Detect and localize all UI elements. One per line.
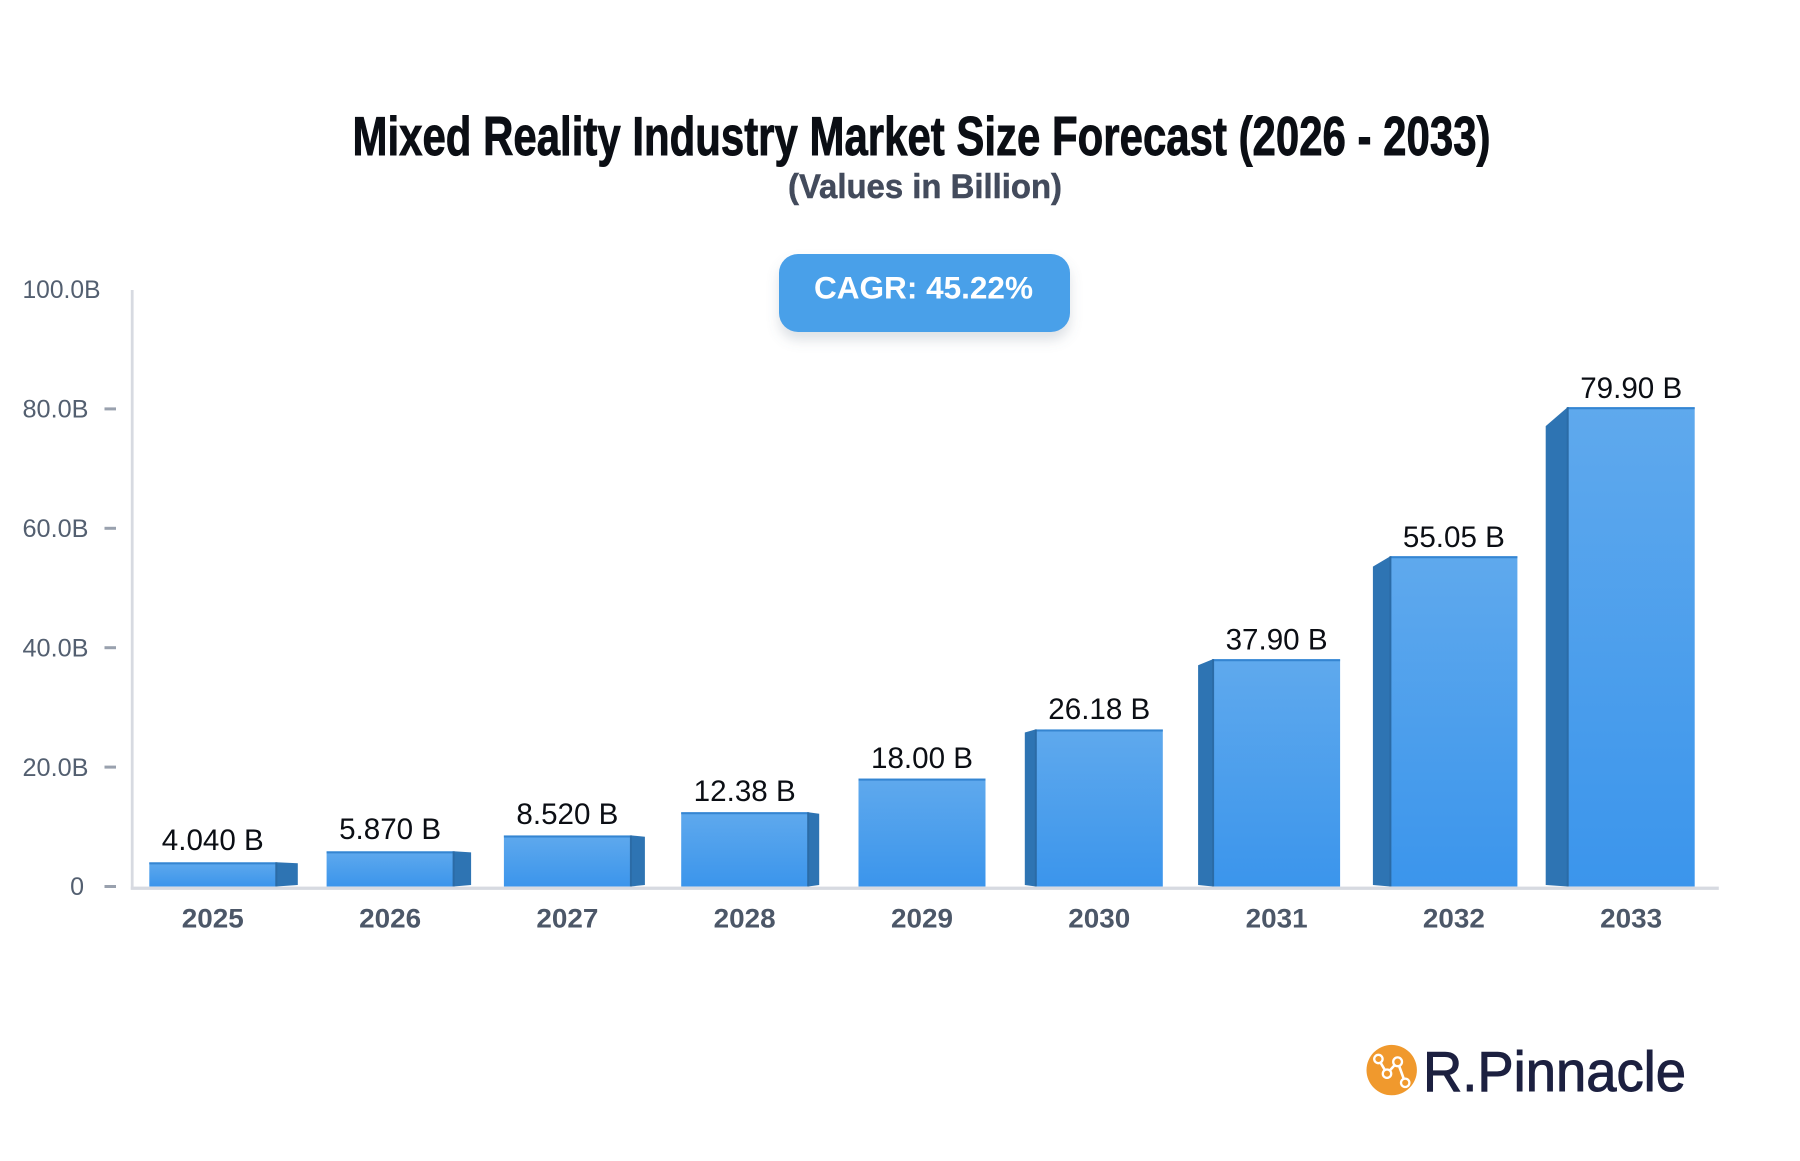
svg-text:20.0B: 20.0B bbox=[23, 754, 89, 782]
svg-text:79.90 B: 79.90 B bbox=[1580, 372, 1682, 405]
svg-text:R.Pinnacle: R.Pinnacle bbox=[1423, 1040, 1686, 1104]
svg-text:2027: 2027 bbox=[536, 903, 598, 933]
svg-text:2030: 2030 bbox=[1068, 903, 1130, 933]
svg-text:2025: 2025 bbox=[182, 903, 244, 933]
svg-text:55.05 B: 55.05 B bbox=[1403, 521, 1505, 554]
svg-text:18.00 B: 18.00 B bbox=[871, 742, 973, 775]
svg-text:100.0B: 100.0B bbox=[23, 276, 101, 304]
svg-text:2029: 2029 bbox=[891, 903, 953, 933]
svg-text:2033: 2033 bbox=[1600, 903, 1662, 933]
svg-text:0: 0 bbox=[70, 873, 84, 901]
svg-text:CAGR: 45.22%: CAGR: 45.22% bbox=[814, 270, 1033, 306]
svg-text:12.38 B: 12.38 B bbox=[694, 775, 796, 808]
svg-text:2028: 2028 bbox=[714, 903, 776, 933]
svg-text:Mixed Reality Industry Market: Mixed Reality Industry Market Size Forec… bbox=[353, 105, 1491, 167]
svg-text:2032: 2032 bbox=[1423, 903, 1485, 933]
svg-text:37.90 B: 37.90 B bbox=[1226, 623, 1328, 656]
svg-text:8.520 B: 8.520 B bbox=[516, 798, 618, 831]
svg-text:(Values in Billion): (Values in Billion) bbox=[788, 168, 1062, 206]
svg-text:26.18 B: 26.18 B bbox=[1048, 693, 1150, 726]
svg-text:2031: 2031 bbox=[1246, 903, 1308, 933]
svg-text:40.0B: 40.0B bbox=[23, 634, 89, 662]
svg-text:5.870 B: 5.870 B bbox=[339, 813, 441, 846]
svg-text:2026: 2026 bbox=[359, 903, 421, 933]
svg-text:80.0B: 80.0B bbox=[23, 396, 89, 424]
svg-text:4.040 B: 4.040 B bbox=[162, 824, 264, 857]
svg-text:60.0B: 60.0B bbox=[23, 515, 89, 543]
